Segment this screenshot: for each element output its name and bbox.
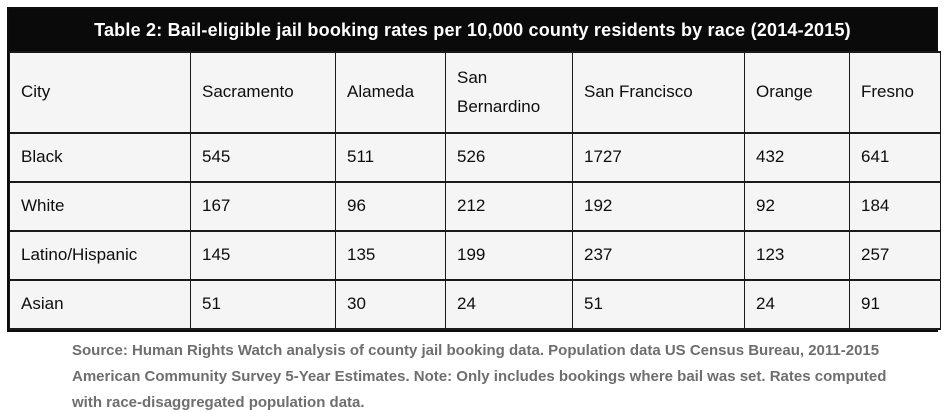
row-label: White [9,181,191,232]
table-cell: 212 [445,181,573,232]
table-cell: 96 [335,181,446,232]
table-cell: 145 [190,230,336,281]
source-note: Source: Human Rights Watch analysis of c… [72,342,887,411]
table-title: Table 2: Bail-eligible jail booking rate… [9,9,936,51]
table-cell: 91 [849,279,941,330]
table-cell: 51 [572,279,745,330]
table-cell: 24 [744,279,850,330]
table-cell: 51 [190,279,336,330]
data-table: City Sacramento Alameda San Bernardino S… [9,51,941,330]
table-cell: 641 [849,132,941,183]
row-label: Latino/Hispanic [9,230,191,281]
table-cell: 192 [572,181,745,232]
table-cell: 511 [335,132,446,183]
table-cell: 1727 [572,132,745,183]
table-cell: 432 [744,132,850,183]
table-cell: 257 [849,230,941,281]
column-header-orange: Orange [744,51,850,134]
table-cell: 24 [445,279,573,330]
row-label: Black [9,132,191,183]
column-header-city: City [9,51,191,134]
column-header-fresno: Fresno [849,51,941,134]
column-header-san-francisco: San Francisco [572,51,745,134]
table-cell: 184 [849,181,941,232]
table-row-latino-hispanic: Latino/Hispanic 145 135 199 237 123 257 [9,230,941,281]
table-cell: 237 [572,230,745,281]
column-header-alameda: Alameda [335,51,446,134]
table-cell: 199 [445,230,573,281]
table-cell: 167 [190,181,336,232]
table-cell: 135 [335,230,446,281]
row-label: Asian [9,279,191,330]
booking-rates-table: Table 2: Bail-eligible jail booking rate… [7,7,941,332]
table-cell: 92 [744,181,850,232]
table-row-white: White 167 96 212 192 92 184 [9,181,941,232]
column-header-san-bernardino: San Bernardino [445,51,573,134]
table-row-black: Black 545 511 526 1727 432 641 [9,132,941,183]
table-cell: 526 [445,132,573,183]
table-row-asian: Asian 51 30 24 51 24 91 [9,279,941,330]
table-cell: 545 [190,132,336,183]
column-header-sacramento: Sacramento [190,51,336,134]
table-cell: 30 [335,279,446,330]
table-cell: 123 [744,230,850,281]
header-row: City Sacramento Alameda San Bernardino S… [9,51,941,134]
